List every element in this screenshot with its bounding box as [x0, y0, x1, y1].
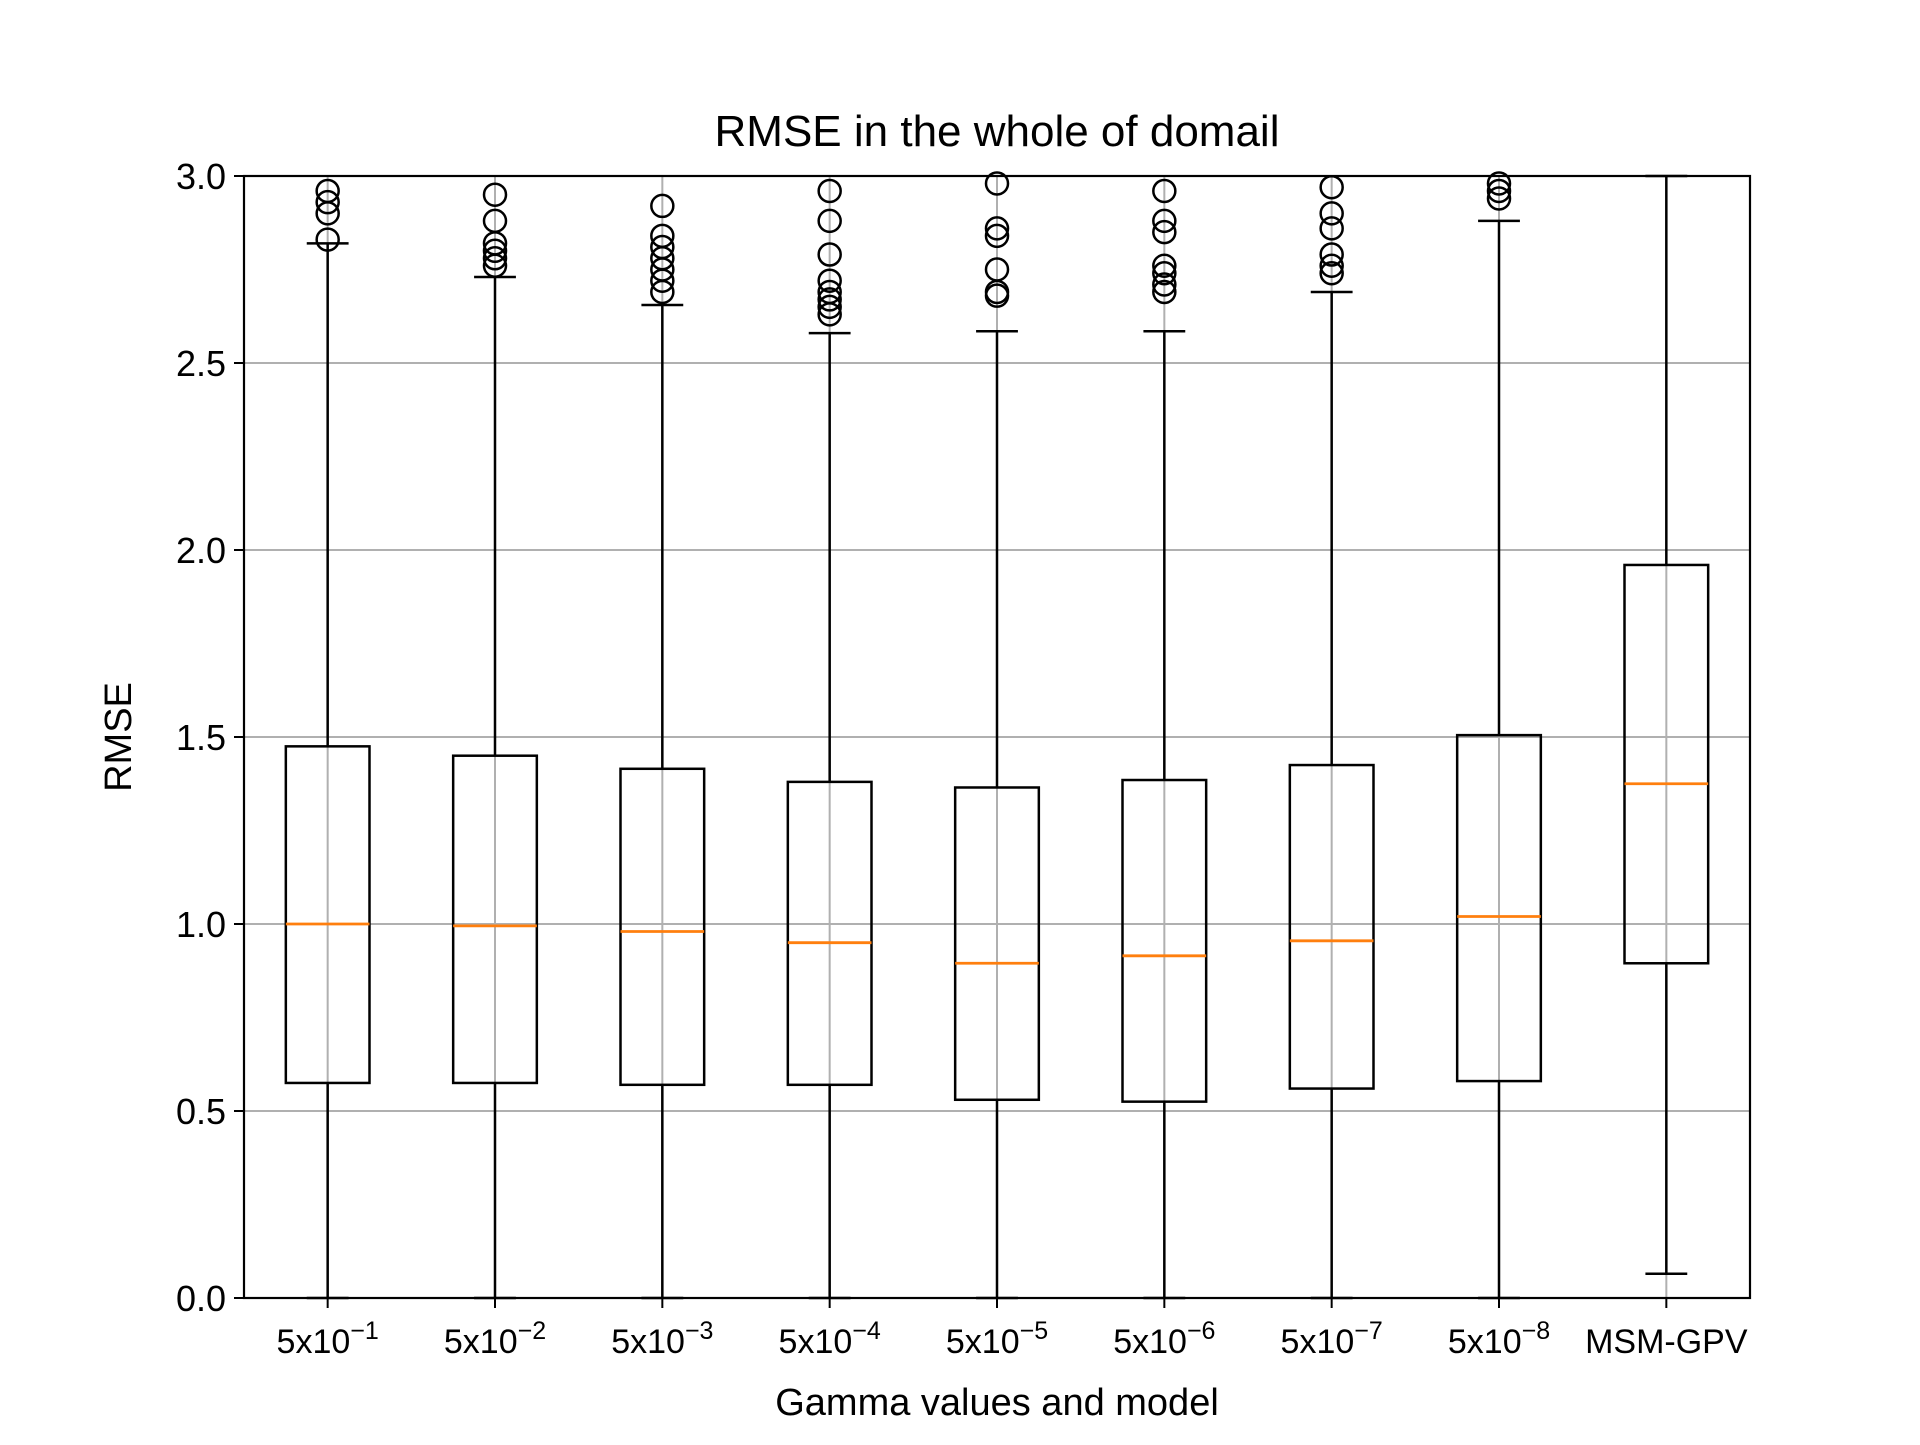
- x-tick-label: MSM-GPV: [1585, 1323, 1748, 1361]
- outlier-point: [817, 287, 842, 312]
- outlier-point: [482, 208, 508, 234]
- box-body: [619, 767, 706, 1087]
- y-tick-label: 2.5: [176, 343, 226, 384]
- outlier-point: [1152, 253, 1177, 279]
- x-tick-label: 5x10−1: [277, 1317, 379, 1361]
- box-group: [953, 171, 1041, 1300]
- box-group: [451, 182, 539, 1300]
- outlier-point: [1319, 201, 1344, 226]
- outlier-point: [315, 227, 340, 252]
- y-tick-label: 2.0: [176, 530, 226, 571]
- outlier-point: [650, 223, 675, 249]
- y-tick-label: 1.0: [176, 904, 226, 945]
- x-tick-label: 5x10−4: [779, 1317, 881, 1361]
- y-tick-label: 0.0: [176, 1278, 226, 1319]
- outlier-point: [1152, 279, 1177, 305]
- outlier-point: [1486, 171, 1512, 196]
- outlier-point: [1319, 253, 1344, 279]
- outlier-point: [984, 171, 1010, 196]
- y-tick-label: 3.0: [176, 156, 226, 197]
- y-axis-label: RMSE: [98, 682, 140, 792]
- x-tick-label: 5x10−8: [1448, 1317, 1550, 1361]
- outlier-point: [482, 246, 508, 271]
- y-tick-label: 1.5: [176, 717, 226, 758]
- box-body: [451, 754, 539, 1085]
- box-body: [786, 780, 873, 1087]
- box-body: [284, 745, 371, 1085]
- outlier-point: [1152, 219, 1177, 245]
- outlier-point: [817, 294, 842, 320]
- outlier-point: [1152, 178, 1177, 204]
- outlier-point: [482, 238, 508, 264]
- outlier-point: [315, 178, 340, 204]
- box-body: [1455, 733, 1543, 1083]
- box-group: [1455, 171, 1543, 1300]
- x-tick-label: 5x10−5: [946, 1317, 1048, 1361]
- outlier-point: [1486, 178, 1512, 204]
- box-body: [1288, 763, 1375, 1090]
- x-tick-label: 5x10−3: [611, 1317, 713, 1361]
- box-group: [284, 178, 371, 1300]
- outlier-point: [650, 234, 675, 260]
- outlier-point: [817, 268, 842, 293]
- outlier-point: [1152, 272, 1177, 297]
- box-body: [953, 786, 1041, 1102]
- outlier-point: [1319, 216, 1344, 241]
- outlier-point: [817, 208, 842, 234]
- outlier-point: [984, 257, 1010, 282]
- outlier-point: [650, 193, 675, 219]
- x-tick-label: 5x10−2: [444, 1317, 546, 1361]
- outlier-point: [1486, 186, 1512, 211]
- box-body: [1623, 563, 1710, 965]
- outlier-point: [315, 189, 340, 215]
- outlier-point: [1152, 260, 1177, 286]
- outlier-point: [482, 182, 508, 207]
- y-tick-label: 0.5: [176, 1091, 226, 1132]
- outlier-point: [817, 279, 842, 305]
- axis-layer: 0.0 0.5 1.0 1.5 2.0 2.5 3.0 5x10−1 5x10−2 5x10−3 5…: [176, 156, 1748, 1361]
- outlier-point: [984, 223, 1010, 249]
- box-group: [1288, 174, 1375, 1300]
- x-axis-label: Gamma values and model: [775, 1382, 1219, 1424]
- box-layer: [284, 171, 1710, 1300]
- outlier-point: [984, 216, 1010, 241]
- box-group: [1121, 178, 1208, 1300]
- x-tick-label: 5x10−7: [1281, 1317, 1383, 1361]
- chart-title: RMSE in the whole of domail: [715, 107, 1280, 156]
- outlier-point: [817, 178, 842, 204]
- outlier-point: [1319, 242, 1344, 267]
- box-body: [1121, 778, 1208, 1103]
- outlier-point: [1319, 260, 1344, 286]
- box-group: [619, 193, 706, 1300]
- outlier-point: [1152, 208, 1177, 234]
- outlier-point: [817, 242, 842, 267]
- x-tick-label: 5x10−6: [1113, 1317, 1215, 1361]
- box-group: [786, 178, 873, 1300]
